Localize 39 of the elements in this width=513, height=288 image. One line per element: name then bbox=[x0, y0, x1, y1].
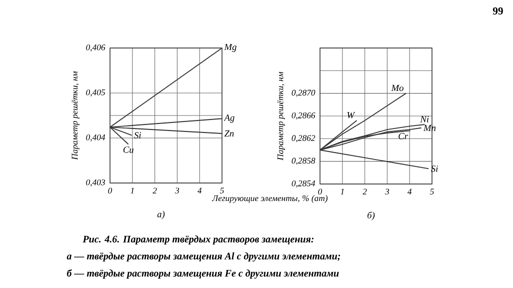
x-tick-label: 3 bbox=[385, 188, 390, 195]
y-tick-label: 0,403 bbox=[86, 179, 105, 187]
x-tick-label: 3 bbox=[175, 188, 180, 194]
y-tick-label: 0,2870 bbox=[292, 90, 316, 97]
text: Рис. 4.6. Параметр твёрдых растворов замещения: bbox=[82, 235, 314, 245]
y-tick-label: 0,2854 bbox=[292, 180, 316, 188]
series-label: Ni bbox=[420, 116, 429, 122]
series-label: Cr bbox=[398, 133, 408, 140]
series-label: Mo bbox=[391, 84, 404, 92]
text: б) bbox=[368, 212, 375, 220]
x-tick-label: 5 bbox=[220, 188, 224, 194]
y-tick-label: 0,2866 bbox=[292, 112, 316, 120]
text: 99 bbox=[492, 7, 503, 15]
series-label: W bbox=[347, 112, 356, 118]
x-tick-label: 2 bbox=[152, 188, 157, 194]
x-tick-label: 2 bbox=[362, 188, 367, 194]
text: а) bbox=[157, 210, 165, 220]
series-label: Si bbox=[134, 132, 141, 138]
series-label: Ag bbox=[224, 114, 234, 123]
y-tick-label: 0,405 bbox=[86, 89, 106, 97]
series-label: Mg bbox=[224, 44, 236, 52]
x-tick-label: 5 bbox=[430, 188, 434, 194]
x-tick-label: 1 bbox=[340, 188, 344, 194]
series-label: Cu bbox=[123, 146, 134, 153]
y-axis-title: Параметр решётки, нм bbox=[277, 72, 285, 160]
x-tick-label: 0 bbox=[108, 188, 112, 194]
y-tick-label: 0,406 bbox=[86, 44, 106, 52]
x-tick-label: 4 bbox=[197, 188, 202, 194]
text: а — твёрдые растворы замещения Al с другими элементами; bbox=[66, 252, 340, 262]
y-axis-title: Параметр решётки, нм bbox=[72, 71, 80, 160]
x-tick-label: 0 bbox=[318, 188, 322, 195]
series-label: Zn bbox=[224, 130, 234, 137]
y-tick-label: 0,2862 bbox=[292, 135, 316, 142]
y-tick-label: 0,404 bbox=[86, 134, 106, 142]
x-tick-label: 1 bbox=[130, 188, 134, 194]
x-axis-title: Легирующие элементы, % (ат) bbox=[212, 195, 328, 203]
y-tick-label: 0,2858 bbox=[292, 158, 316, 165]
text: б — твёрдые растворы замещения Fe с другими элементами bbox=[66, 269, 339, 279]
x-tick-label: 4 bbox=[407, 188, 412, 194]
